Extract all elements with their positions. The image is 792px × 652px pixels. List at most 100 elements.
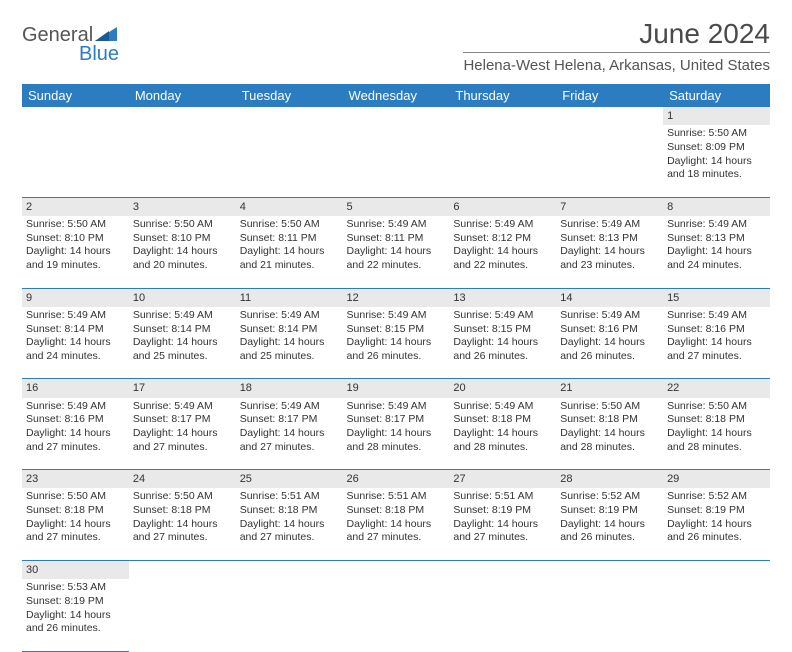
sunrise-text: Sunrise: 5:49 AM — [133, 400, 232, 414]
daylight-text: Daylight: 14 hours and 25 minutes. — [240, 336, 339, 363]
weekday-header-row: SundayMondayTuesdayWednesdayThursdayFrid… — [22, 84, 770, 107]
sunset-text: Sunset: 8:18 PM — [560, 413, 659, 427]
day-detail-cell: Sunrise: 5:49 AMSunset: 8:11 PMDaylight:… — [343, 216, 450, 288]
day-detail-cell: Sunrise: 5:51 AMSunset: 8:19 PMDaylight:… — [449, 488, 556, 560]
day-detail-cell — [556, 125, 663, 197]
day-detail-row: Sunrise: 5:50 AMSunset: 8:10 PMDaylight:… — [22, 216, 770, 288]
day-number-cell — [343, 107, 450, 125]
day-detail-cell — [449, 125, 556, 197]
day-number-cell: 6 — [449, 197, 556, 216]
sunrise-text: Sunrise: 5:49 AM — [453, 400, 552, 414]
sunset-text: Sunset: 8:12 PM — [453, 232, 552, 246]
daylight-text: Daylight: 14 hours and 27 minutes. — [453, 518, 552, 545]
day-number-cell: 27 — [449, 470, 556, 489]
day-detail-cell — [22, 125, 129, 197]
day-detail-cell: Sunrise: 5:49 AMSunset: 8:17 PMDaylight:… — [236, 398, 343, 470]
sunset-text: Sunset: 8:15 PM — [347, 323, 446, 337]
day-detail-cell: Sunrise: 5:49 AMSunset: 8:16 PMDaylight:… — [556, 307, 663, 379]
sunrise-text: Sunrise: 5:49 AM — [453, 309, 552, 323]
sunset-text: Sunset: 8:18 PM — [347, 504, 446, 518]
day-detail-cell: Sunrise: 5:49 AMSunset: 8:12 PMDaylight:… — [449, 216, 556, 288]
day-detail-cell: Sunrise: 5:49 AMSunset: 8:14 PMDaylight:… — [22, 307, 129, 379]
day-number-cell: 25 — [236, 470, 343, 489]
day-number-cell: 9 — [22, 288, 129, 307]
day-number-cell: 7 — [556, 197, 663, 216]
sunrise-text: Sunrise: 5:49 AM — [453, 218, 552, 232]
day-number-cell: 22 — [663, 379, 770, 398]
sunset-text: Sunset: 8:14 PM — [240, 323, 339, 337]
sunrise-text: Sunrise: 5:50 AM — [667, 127, 766, 141]
daylight-text: Daylight: 14 hours and 25 minutes. — [133, 336, 232, 363]
sunset-text: Sunset: 8:09 PM — [667, 141, 766, 155]
sunrise-text: Sunrise: 5:49 AM — [347, 400, 446, 414]
sunset-text: Sunset: 8:18 PM — [133, 504, 232, 518]
day-detail-cell: Sunrise: 5:50 AMSunset: 8:10 PMDaylight:… — [129, 216, 236, 288]
daylight-text: Daylight: 14 hours and 22 minutes. — [453, 245, 552, 272]
day-number-cell: 8 — [663, 197, 770, 216]
daylight-text: Daylight: 14 hours and 28 minutes. — [667, 427, 766, 454]
sunrise-text: Sunrise: 5:49 AM — [26, 400, 125, 414]
sunset-text: Sunset: 8:17 PM — [133, 413, 232, 427]
sunrise-text: Sunrise: 5:49 AM — [26, 309, 125, 323]
day-detail-cell: Sunrise: 5:50 AMSunset: 8:09 PMDaylight:… — [663, 125, 770, 197]
day-detail-cell: Sunrise: 5:50 AMSunset: 8:18 PMDaylight:… — [22, 488, 129, 560]
daylight-text: Daylight: 14 hours and 26 minutes. — [560, 336, 659, 363]
day-detail-cell — [236, 579, 343, 651]
day-detail-cell: Sunrise: 5:49 AMSunset: 8:15 PMDaylight:… — [449, 307, 556, 379]
weekday-header: Tuesday — [236, 84, 343, 107]
daylight-text: Daylight: 14 hours and 28 minutes. — [347, 427, 446, 454]
sunset-text: Sunset: 8:16 PM — [26, 413, 125, 427]
day-number-cell — [449, 107, 556, 125]
weekday-header: Wednesday — [343, 84, 450, 107]
sunset-text: Sunset: 8:10 PM — [133, 232, 232, 246]
day-number-cell: 29 — [663, 470, 770, 489]
sunrise-text: Sunrise: 5:51 AM — [240, 490, 339, 504]
daylight-text: Daylight: 14 hours and 27 minutes. — [240, 518, 339, 545]
daylight-text: Daylight: 14 hours and 19 minutes. — [26, 245, 125, 272]
sunset-text: Sunset: 8:18 PM — [26, 504, 125, 518]
sunset-text: Sunset: 8:19 PM — [453, 504, 552, 518]
sunrise-text: Sunrise: 5:53 AM — [26, 581, 125, 595]
day-detail-cell — [129, 125, 236, 197]
day-number-cell: 12 — [343, 288, 450, 307]
day-detail-cell: Sunrise: 5:51 AMSunset: 8:18 PMDaylight:… — [236, 488, 343, 560]
daylight-text: Daylight: 14 hours and 26 minutes. — [560, 518, 659, 545]
day-number-cell: 5 — [343, 197, 450, 216]
weekday-header: Monday — [129, 84, 236, 107]
day-number-row: 23242526272829 — [22, 470, 770, 489]
day-number-cell — [556, 107, 663, 125]
sunset-text: Sunset: 8:13 PM — [560, 232, 659, 246]
daylight-text: Daylight: 14 hours and 27 minutes. — [347, 518, 446, 545]
day-detail-cell: Sunrise: 5:49 AMSunset: 8:13 PMDaylight:… — [663, 216, 770, 288]
daylight-text: Daylight: 14 hours and 26 minutes. — [453, 336, 552, 363]
daylight-text: Daylight: 14 hours and 27 minutes. — [667, 336, 766, 363]
day-detail-cell: Sunrise: 5:50 AMSunset: 8:18 PMDaylight:… — [129, 488, 236, 560]
day-number-cell: 13 — [449, 288, 556, 307]
sunset-text: Sunset: 8:19 PM — [26, 595, 125, 609]
day-number-cell: 11 — [236, 288, 343, 307]
day-number-cell: 24 — [129, 470, 236, 489]
sunset-text: Sunset: 8:18 PM — [453, 413, 552, 427]
sunrise-text: Sunrise: 5:49 AM — [560, 218, 659, 232]
day-detail-cell: Sunrise: 5:50 AMSunset: 8:18 PMDaylight:… — [556, 398, 663, 470]
daylight-text: Daylight: 14 hours and 28 minutes. — [453, 427, 552, 454]
sunset-text: Sunset: 8:14 PM — [26, 323, 125, 337]
weekday-header: Sunday — [22, 84, 129, 107]
sunset-text: Sunset: 8:19 PM — [667, 504, 766, 518]
sunset-text: Sunset: 8:13 PM — [667, 232, 766, 246]
day-number-cell: 30 — [22, 560, 129, 579]
sunrise-text: Sunrise: 5:49 AM — [240, 400, 339, 414]
day-number-cell: 19 — [343, 379, 450, 398]
sunset-text: Sunset: 8:14 PM — [133, 323, 232, 337]
day-detail-cell: Sunrise: 5:50 AMSunset: 8:11 PMDaylight:… — [236, 216, 343, 288]
day-number-row: 9101112131415 — [22, 288, 770, 307]
day-number-cell: 23 — [22, 470, 129, 489]
daylight-text: Daylight: 14 hours and 18 minutes. — [667, 155, 766, 182]
sunrise-text: Sunrise: 5:51 AM — [347, 490, 446, 504]
day-number-cell: 1 — [663, 107, 770, 125]
day-number-cell: 14 — [556, 288, 663, 307]
day-number-cell: 18 — [236, 379, 343, 398]
sunset-text: Sunset: 8:16 PM — [560, 323, 659, 337]
sunset-text: Sunset: 8:11 PM — [240, 232, 339, 246]
title-block: June 2024 Helena-West Helena, Arkansas, … — [463, 18, 770, 74]
